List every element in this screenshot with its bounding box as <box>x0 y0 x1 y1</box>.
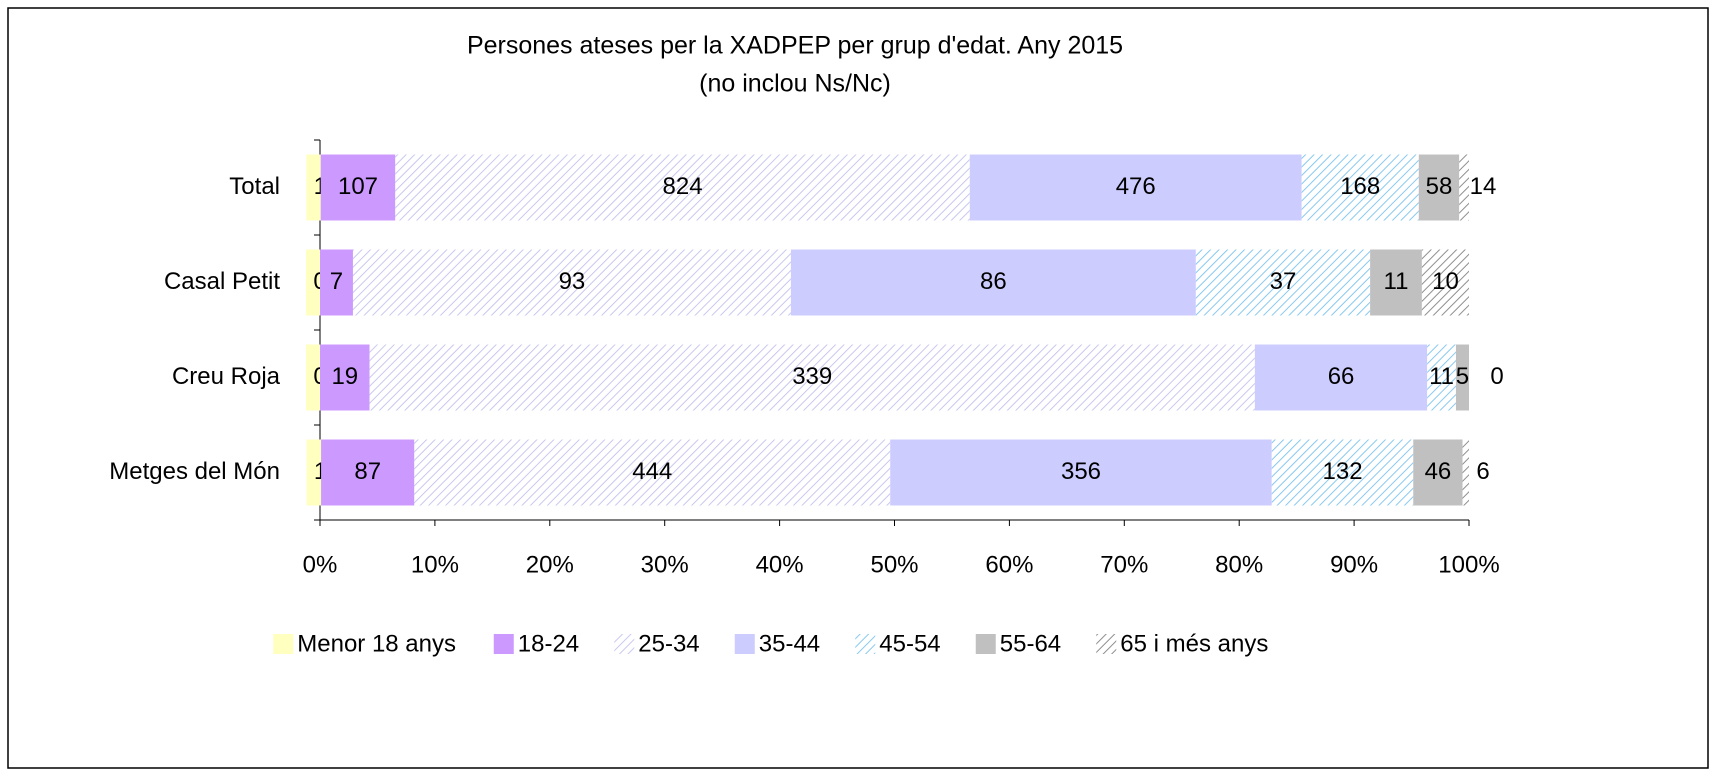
legend-swatch <box>1096 634 1117 654</box>
bar-segment <box>320 154 396 221</box>
legend-label: 65 i més anys <box>1120 630 1268 657</box>
bar-segment <box>1271 439 1414 506</box>
bar-segment <box>1370 249 1422 316</box>
bar-segment <box>1301 154 1419 221</box>
y-tick-label: Casal Petit <box>164 268 280 295</box>
legend-label: 55-64 <box>1000 630 1061 657</box>
data-label: 132 <box>1323 458 1363 485</box>
legend-swatch <box>975 634 996 654</box>
data-label: 6 <box>1476 458 1489 485</box>
legend-swatch <box>855 634 876 654</box>
data-label: 14 <box>1470 173 1497 200</box>
data-label: 824 <box>663 173 703 200</box>
x-tick-label: 80% <box>1215 551 1263 578</box>
data-label: 93 <box>559 268 586 295</box>
x-tick-label: 90% <box>1330 551 1378 578</box>
data-label: 87 <box>354 458 381 485</box>
bar-segment <box>395 154 970 221</box>
bar-segment <box>352 249 791 316</box>
bar-segment <box>1418 154 1460 221</box>
data-label: 476 <box>1116 173 1156 200</box>
bar-segment <box>321 439 415 506</box>
data-label: 66 <box>1328 363 1355 390</box>
data-label: 444 <box>632 458 672 485</box>
data-label: 19 <box>331 363 358 390</box>
data-label: 107 <box>338 173 378 200</box>
legend-label: 35-44 <box>759 630 820 657</box>
chart-subtitle: (no inclou Ns/Nc) <box>699 70 891 98</box>
x-tick-label: 60% <box>985 551 1033 578</box>
data-label: 168 <box>1340 173 1380 200</box>
bar-segment <box>1455 344 1469 411</box>
data-label: 339 <box>792 363 832 390</box>
bar-segment <box>969 154 1302 221</box>
data-label: 37 <box>1270 268 1297 295</box>
legend-swatch <box>273 634 294 654</box>
data-label: 11 <box>1384 268 1409 295</box>
data-label: 11 <box>1429 363 1454 390</box>
bar-segment <box>320 344 370 411</box>
data-label: 58 <box>1426 173 1453 200</box>
bar-segment <box>414 439 891 506</box>
data-label: 86 <box>980 268 1007 295</box>
x-tick-label: 30% <box>641 551 689 578</box>
legend-label: 18-24 <box>518 630 579 657</box>
y-tick-label: Total <box>229 173 280 200</box>
bar-segment <box>1254 344 1428 411</box>
bar-segment <box>369 344 1255 411</box>
bar-segment <box>1459 154 1469 221</box>
x-tick-label: 10% <box>411 551 459 578</box>
x-tick-label: 100% <box>1438 551 1499 578</box>
x-tick-label: 0% <box>303 551 338 578</box>
data-label: 5 <box>1456 363 1469 390</box>
legend-label: 45-54 <box>879 630 940 657</box>
y-tick-label: Metges del Món <box>109 458 280 485</box>
data-label: 10 <box>1432 268 1459 295</box>
chart-title: Persones ateses per la XADPEP per grup d… <box>467 32 1123 60</box>
legend-swatch <box>734 634 755 654</box>
legend-swatch <box>493 634 514 654</box>
data-label: 356 <box>1061 458 1101 485</box>
bar-segment <box>1462 439 1469 506</box>
data-label: 0 <box>1490 363 1503 390</box>
bar-segment <box>1413 439 1463 506</box>
bar-segment <box>1421 249 1469 316</box>
legend-swatch <box>614 634 635 654</box>
data-label: 7 <box>330 268 343 295</box>
bar-segment <box>890 439 1272 506</box>
x-tick-label: 70% <box>1100 551 1148 578</box>
legend-label: Menor 18 anys <box>297 630 456 657</box>
bar-segment <box>1427 344 1456 411</box>
y-tick-label: Creu Roja <box>172 363 281 390</box>
x-tick-label: 20% <box>526 551 574 578</box>
bar-segment <box>1195 249 1371 316</box>
legend-label: 25-34 <box>638 630 699 657</box>
bar-segment <box>320 249 353 316</box>
x-tick-label: 40% <box>756 551 804 578</box>
x-tick-label: 50% <box>870 551 918 578</box>
bar-segment <box>790 249 1196 316</box>
data-label: 46 <box>1425 458 1452 485</box>
